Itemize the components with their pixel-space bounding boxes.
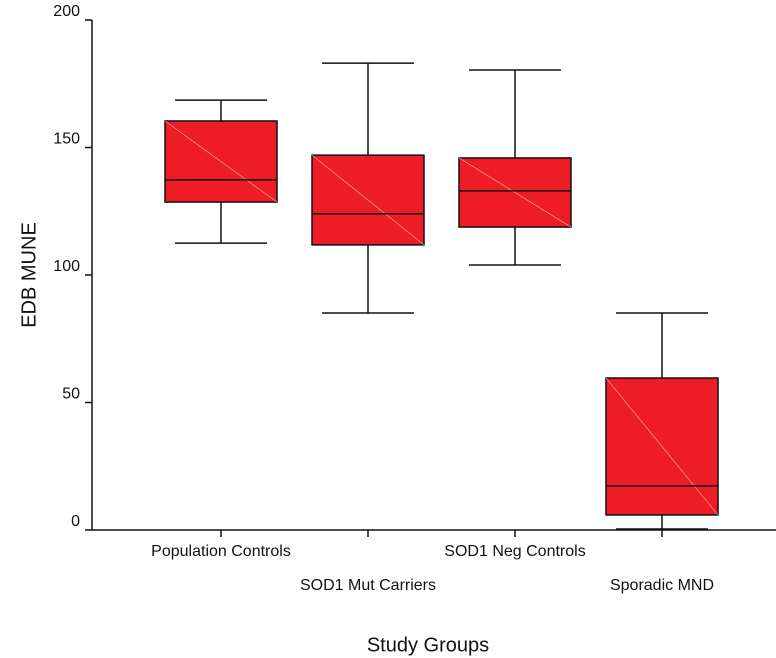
y-tick-label: 100 xyxy=(53,258,80,275)
x-tick-label: SOD1 Mut Carriers xyxy=(300,577,436,594)
box-sheen xyxy=(458,157,572,228)
box-sheen xyxy=(164,120,278,203)
y-tick-label: 150 xyxy=(53,131,80,148)
y-tick-label: 200 xyxy=(53,3,80,20)
box-sheen xyxy=(605,377,719,516)
y-tick-label: 50 xyxy=(62,386,80,403)
x-tick-label: Population Controls xyxy=(151,543,291,560)
x-tick-label: SOD1 Neg Controls xyxy=(444,543,585,560)
y-tick-label: 0 xyxy=(71,513,80,530)
x-axis-title: Study Groups xyxy=(367,634,489,656)
box-sheen xyxy=(311,154,425,246)
x-tick-label: Sporadic MND xyxy=(610,577,714,594)
y-axis-title: EDB MUNE xyxy=(18,222,40,328)
